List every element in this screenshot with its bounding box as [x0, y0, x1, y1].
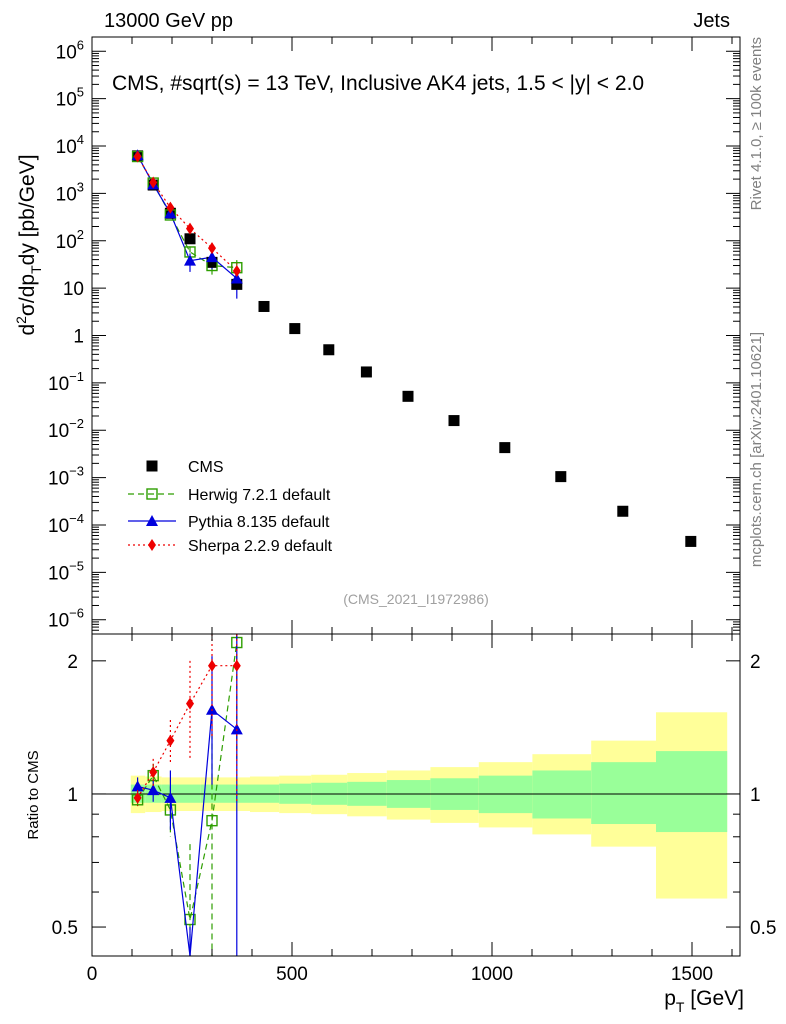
ratio-point-sherpa	[133, 791, 142, 804]
ratio-y-tick-label-left: 1	[67, 785, 78, 806]
ratio-y-tick-label-right: 0.5	[750, 918, 776, 939]
main-line-herwig	[137, 156, 237, 269]
main-y-tick-label: 10−1	[48, 369, 84, 395]
main-point-cms	[617, 505, 629, 517]
legend-marker-cms	[146, 460, 158, 472]
main-y-tick-label: 104	[56, 132, 84, 158]
plot-title: CMS, #sqrt(s) = 13 TeV, Inclusive AK4 je…	[112, 72, 644, 95]
ratio-point-sherpa	[149, 766, 158, 779]
ratio-point-sherpa	[166, 734, 175, 747]
legend-label-sherpa: Sherpa 2.2.9 default	[188, 538, 333, 555]
main-y-tick-label: 102	[56, 227, 84, 253]
axis-tick-labels: 10610510410310210110−110−210−310−410−510…	[48, 37, 776, 985]
main-point-cms	[448, 415, 460, 427]
main-y-tick-label: 10−4	[48, 511, 84, 537]
main-point-cms	[323, 344, 335, 356]
main-point-sherpa	[166, 201, 175, 214]
legend-label-pythia: Pythia 8.135 default	[188, 514, 330, 531]
mcplots-label: mcplots.cern.ch [arXiv:2401.10621]	[748, 332, 765, 567]
ratio-point-pythia	[131, 780, 144, 792]
ratio-uncertainty-bands	[92, 712, 740, 899]
ratio-line-herwig	[137, 642, 238, 920]
main-point-cms	[402, 390, 414, 402]
main-point-cms	[685, 535, 697, 547]
ratio-y-axis-label: Ratio to CMS	[25, 750, 42, 839]
main-series-marks	[131, 149, 697, 547]
ratio-y-tick-label-right: 2	[750, 652, 761, 673]
main-y-tick-label: 10	[63, 279, 84, 300]
ratio-y-tick-label-left: 0.5	[52, 918, 78, 939]
header-left: 13000 GeV pp	[104, 10, 233, 32]
x-axis-label: pT [GeV]	[664, 987, 744, 1015]
main-point-sherpa	[208, 242, 216, 255]
legend-label-cms: CMS	[188, 459, 224, 476]
ratio-plot-frame	[91, 633, 741, 957]
ratio-point-sherpa	[186, 697, 194, 710]
ratio-series-marks	[131, 634, 243, 957]
main-y-axis-label: d2σ/dpTdy [pb/GeV]	[13, 154, 44, 335]
main-point-cms	[555, 471, 567, 483]
analysis-id-watermark: (CMS_2021_I1972986)	[343, 591, 489, 607]
ratio-y-tick-label-right: 1	[750, 785, 761, 806]
ratio-band-inner	[656, 751, 728, 833]
main-point-cms	[258, 300, 270, 312]
main-point-sherpa	[133, 150, 142, 163]
x-tick-label: 0	[87, 964, 98, 985]
legend: CMS Herwig 7.2.1 default Pythia 8.135 defa…	[128, 459, 333, 555]
ratio-point-pythia	[147, 784, 160, 796]
main-point-sherpa	[149, 176, 158, 189]
ratio-band-inner	[532, 770, 592, 819]
ratio-point-pythia	[230, 723, 243, 735]
main-point-cms	[289, 323, 301, 335]
main-point-pythia	[184, 254, 196, 266]
legend-marker-herwig	[146, 488, 158, 500]
main-point-cms	[231, 278, 243, 290]
main-y-tick-label: 103	[56, 179, 84, 205]
main-point-cms	[499, 442, 511, 454]
x-tick-label: 500	[276, 964, 308, 985]
legend-label-herwig: Herwig 7.2.1 default	[188, 487, 331, 504]
x-tick-label: 1500	[671, 964, 713, 985]
axes-ticks	[91, 36, 740, 956]
main-y-tick-label: 106	[56, 37, 84, 63]
legend-marker-sherpa	[148, 539, 156, 551]
main-point-sherpa	[186, 222, 194, 235]
ratio-point-herwig	[206, 814, 218, 827]
ratio-y-tick-label-left: 2	[67, 652, 78, 673]
main-y-tick-label: 10−6	[48, 606, 84, 632]
ratio-point-pythia	[164, 791, 177, 803]
rivet-version-label: Rivet 4.1.0, ≥ 100k events	[748, 37, 765, 210]
main-y-tick-label: 10−2	[48, 416, 84, 442]
legend-marker-pythia	[146, 515, 158, 526]
ratio-band-inner	[591, 762, 656, 825]
ratio-point-sherpa	[232, 659, 241, 672]
ratio-line-sherpa	[137, 665, 237, 799]
main-point-cms	[206, 256, 218, 268]
main-point-cms	[360, 366, 372, 378]
main-point-sherpa	[232, 264, 241, 277]
header-right: Jets	[693, 10, 730, 32]
main-point-pythia	[206, 251, 218, 263]
main-point-pythia	[230, 272, 243, 284]
x-tick-label: 1000	[471, 964, 513, 985]
main-y-tick-label: 105	[56, 85, 84, 111]
main-y-tick-label: 10−5	[48, 558, 84, 584]
main-y-tick-label: 10−3	[48, 464, 84, 490]
ratio-point-sherpa	[208, 659, 216, 672]
main-y-tick-label: 1	[73, 327, 84, 348]
main-point-cms	[184, 233, 196, 245]
